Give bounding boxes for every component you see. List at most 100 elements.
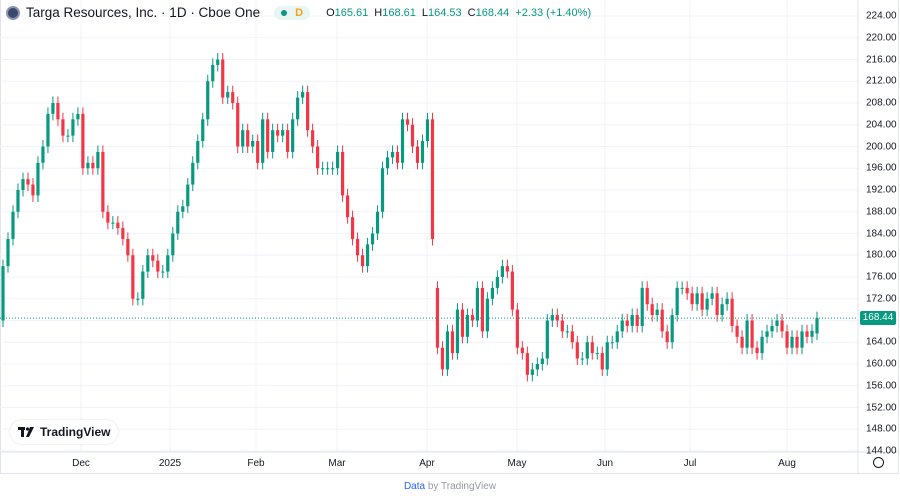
candle[interactable]	[261, 112, 265, 170]
candle[interactable]	[410, 118, 415, 154]
candle[interactable]	[156, 254, 160, 279]
candle[interactable]	[106, 205, 110, 230]
candle[interactable]	[520, 341, 524, 360]
candle[interactable]	[206, 74, 210, 126]
candle[interactable]	[525, 346, 529, 382]
candle[interactable]	[296, 91, 300, 126]
candle[interactable]	[695, 286, 699, 311]
candle[interactable]	[590, 335, 594, 360]
candle[interactable]	[750, 313, 754, 355]
market-status-badge[interactable]: D	[274, 5, 311, 20]
candle[interactable]	[76, 107, 80, 126]
candle[interactable]	[136, 292, 140, 306]
candle[interactable]	[465, 308, 470, 344]
candle[interactable]	[311, 123, 315, 154]
candle[interactable]	[291, 112, 295, 159]
candle[interactable]	[355, 232, 360, 262]
candle[interactable]	[595, 346, 599, 360]
candle[interactable]	[380, 161, 385, 219]
candle[interactable]	[266, 112, 270, 159]
candle[interactable]	[211, 58, 215, 88]
candle[interactable]	[630, 308, 634, 333]
candle[interactable]	[715, 286, 719, 322]
candle[interactable]	[605, 335, 609, 376]
candle[interactable]	[670, 308, 674, 349]
candle[interactable]	[11, 205, 15, 246]
candle[interactable]	[345, 188, 350, 224]
candle[interactable]	[41, 139, 45, 170]
candle[interactable]	[775, 313, 779, 333]
candle[interactable]	[306, 85, 310, 137]
candle[interactable]	[301, 85, 305, 105]
candle[interactable]	[96, 145, 100, 175]
candle[interactable]	[101, 145, 105, 219]
candle[interactable]	[555, 308, 559, 328]
candle[interactable]	[66, 129, 70, 143]
candle[interactable]	[485, 292, 490, 338]
candle[interactable]	[281, 123, 285, 143]
candle[interactable]	[316, 139, 320, 175]
candle[interactable]	[330, 161, 335, 175]
candle[interactable]	[730, 292, 734, 333]
candle[interactable]	[515, 303, 519, 355]
candle[interactable]	[71, 112, 75, 143]
candle[interactable]	[790, 330, 794, 355]
candle[interactable]	[440, 341, 445, 376]
candle[interactable]	[251, 134, 255, 154]
candle[interactable]	[400, 112, 405, 170]
candle[interactable]	[505, 259, 509, 279]
candle[interactable]	[600, 346, 604, 376]
candle[interactable]	[755, 341, 759, 360]
candle[interactable]	[56, 96, 60, 126]
candle[interactable]	[21, 172, 25, 197]
candle[interactable]	[335, 145, 340, 175]
candle[interactable]	[575, 335, 579, 366]
candle[interactable]	[435, 281, 440, 355]
candle[interactable]	[405, 112, 410, 132]
candle[interactable]	[256, 134, 260, 170]
candle[interactable]	[241, 123, 245, 154]
candle[interactable]	[196, 134, 200, 170]
candle[interactable]	[540, 352, 544, 371]
candle[interactable]	[535, 357, 539, 376]
candle[interactable]	[745, 313, 749, 355]
candle[interactable]	[450, 324, 455, 360]
candle[interactable]	[480, 281, 485, 338]
candle[interactable]	[61, 112, 65, 143]
candle[interactable]	[510, 265, 514, 317]
candle[interactable]	[390, 145, 395, 164]
candle[interactable]	[425, 112, 430, 148]
candle[interactable]	[201, 112, 205, 148]
candle[interactable]	[710, 286, 714, 306]
candle[interactable]	[111, 216, 115, 230]
candle[interactable]	[271, 123, 275, 159]
candle[interactable]	[810, 324, 814, 344]
candle[interactable]	[176, 205, 180, 241]
candle[interactable]	[700, 286, 704, 317]
candle[interactable]	[86, 156, 90, 175]
candle[interactable]	[500, 259, 504, 284]
candle[interactable]	[146, 248, 150, 279]
candle[interactable]	[580, 352, 584, 366]
candle[interactable]	[36, 156, 40, 202]
candle[interactable]	[91, 156, 95, 175]
tradingview-logo[interactable]: TradingView	[10, 420, 119, 444]
candle[interactable]	[545, 313, 549, 366]
candle[interactable]	[685, 281, 689, 300]
candle[interactable]	[705, 292, 709, 317]
candle[interactable]	[655, 303, 659, 322]
candle[interactable]	[31, 178, 35, 202]
candle[interactable]	[171, 226, 175, 262]
candle[interactable]	[615, 324, 619, 349]
candle[interactable]	[16, 183, 20, 219]
candle[interactable]	[680, 281, 684, 295]
candle[interactable]	[645, 281, 649, 311]
candle[interactable]	[370, 226, 375, 251]
candle[interactable]	[161, 265, 165, 279]
candle[interactable]	[665, 324, 669, 349]
candle[interactable]	[360, 248, 365, 273]
candle[interactable]	[46, 107, 50, 154]
candle[interactable]	[141, 265, 145, 306]
candle[interactable]	[51, 96, 55, 121]
candle[interactable]	[350, 210, 355, 246]
